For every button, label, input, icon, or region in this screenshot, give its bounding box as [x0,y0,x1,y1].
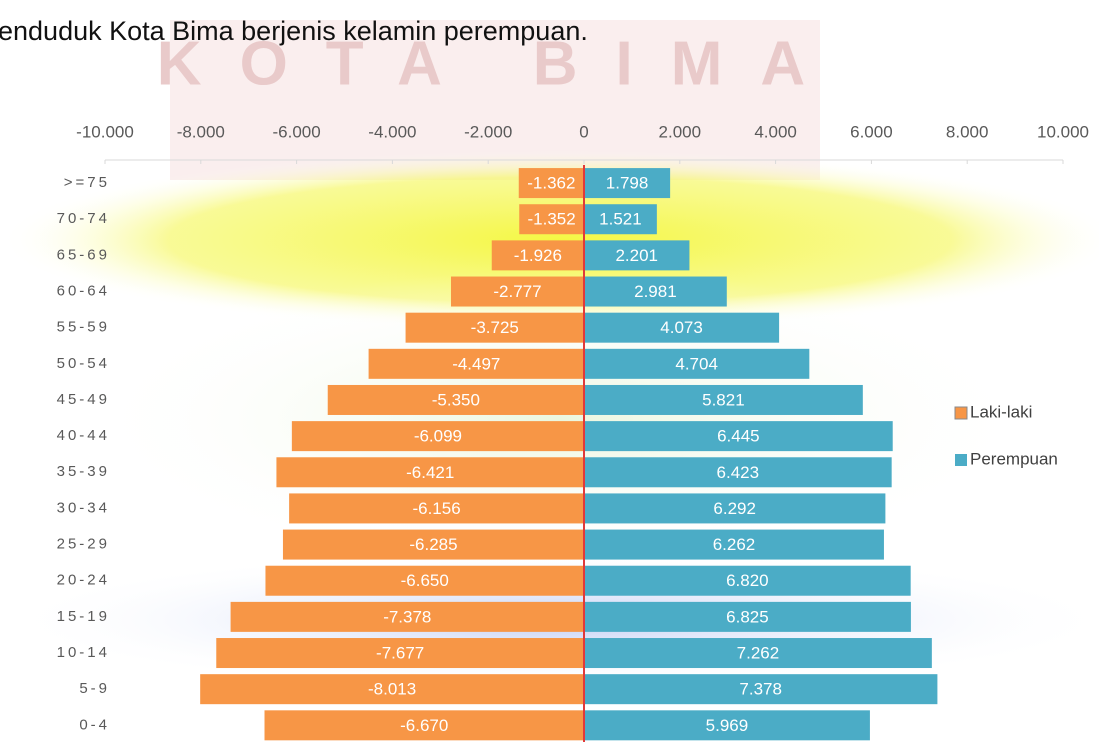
data-label: -6.670 [400,716,448,735]
bar [200,674,584,705]
data-label: 6.445 [717,427,760,446]
y-tick-label: 45-49 [57,391,110,408]
bar [584,348,810,379]
data-label: -6.650 [401,571,449,590]
y-tick-label: 65-69 [57,246,110,263]
data-label: -6.099 [414,427,462,446]
y-tick-label: 25-29 [57,536,110,553]
bar [584,384,863,415]
x-tick-label: 4.000 [754,122,797,141]
bar [584,565,911,596]
y-tick-label: >=75 [64,174,110,191]
data-label: -3.725 [471,318,519,337]
y-tick-label: 0-4 [79,716,110,733]
data-label: 7.378 [739,680,782,699]
bar [368,348,584,379]
data-label: -1.926 [514,246,562,265]
y-tick-label: 30-34 [57,499,110,516]
legend-swatch [955,454,967,466]
data-label: -7.378 [383,607,431,626]
bar [584,240,690,271]
x-tick-label: -2.000 [464,122,512,141]
bar [282,529,584,560]
x-tick-label: 6.000 [850,122,893,141]
data-label: 6.423 [717,463,760,482]
bar [265,565,584,596]
legend-label: Perempuan [970,449,1058,468]
data-label: -7.677 [376,644,424,663]
legend-label: Laki-laki [970,402,1032,421]
x-tick-label: 2.000 [659,122,702,141]
data-label: 4.704 [675,354,718,373]
bar [584,638,932,669]
bar [276,457,584,488]
bar [584,276,727,307]
data-label: 2.201 [615,246,658,265]
bar [450,276,584,307]
x-tick-label: 0 [579,122,588,141]
y-tick-label: 55-59 [57,319,110,336]
data-label: -6.156 [412,499,460,518]
watermark: KOTA BIMA [157,29,843,98]
data-label: -4.497 [452,354,500,373]
bar [584,674,938,705]
y-tick-label: 5-9 [79,680,110,697]
data-label: 5.821 [702,390,745,409]
y-tick-label: 15-19 [57,608,110,625]
data-label: 6.292 [713,499,756,518]
y-tick-label: 70-74 [57,210,110,227]
data-label: -8.013 [368,680,416,699]
data-label: -2.777 [493,282,541,301]
y-tick-label: 20-24 [57,572,110,589]
bar [584,204,657,235]
data-label: -6.285 [409,535,457,554]
data-label: 6.825 [726,607,769,626]
bar [289,493,584,524]
bar [584,493,886,524]
bar [519,204,584,235]
page-text: enduduk Kota Bima berjenis kelamin perem… [0,16,588,46]
data-label: -1.362 [527,174,575,193]
bar [584,529,884,560]
bar [230,601,584,632]
bar [584,168,671,199]
bar [327,384,584,415]
bar [518,168,584,199]
data-label: -6.421 [406,463,454,482]
bar [264,710,584,741]
bar [216,638,584,669]
data-label: 1.521 [599,210,642,229]
bar [491,240,584,271]
y-tick-label: 40-44 [57,427,110,444]
legend-swatch [954,406,968,420]
y-tick-label: 10-14 [57,644,110,661]
bar [291,421,584,452]
x-tick-label: -6.000 [272,122,320,141]
data-label: 6.262 [713,535,756,554]
data-label: 5.969 [706,716,749,735]
y-tick-label: 35-39 [57,463,110,480]
bar [405,312,584,343]
data-label: -1.352 [528,210,576,229]
y-tick-label: 60-64 [57,282,110,299]
data-label: 2.981 [634,282,677,301]
bar [584,601,911,632]
data-label: 7.262 [737,644,780,663]
bar [584,710,870,741]
data-label: 4.073 [660,318,703,337]
data-label: 6.820 [726,571,769,590]
data-label: -5.350 [432,390,480,409]
x-tick-label: -8.000 [177,122,225,141]
x-tick-label: -4.000 [368,122,416,141]
bar [584,457,892,488]
data-label: 1.798 [606,174,649,193]
x-tick-label: 10.000 [1037,122,1089,141]
bar [584,421,893,452]
x-tick-label: 8.000 [946,122,989,141]
x-tick-label: -10.000 [76,122,134,141]
bar [584,312,780,343]
y-tick-label: 50-54 [57,355,110,372]
